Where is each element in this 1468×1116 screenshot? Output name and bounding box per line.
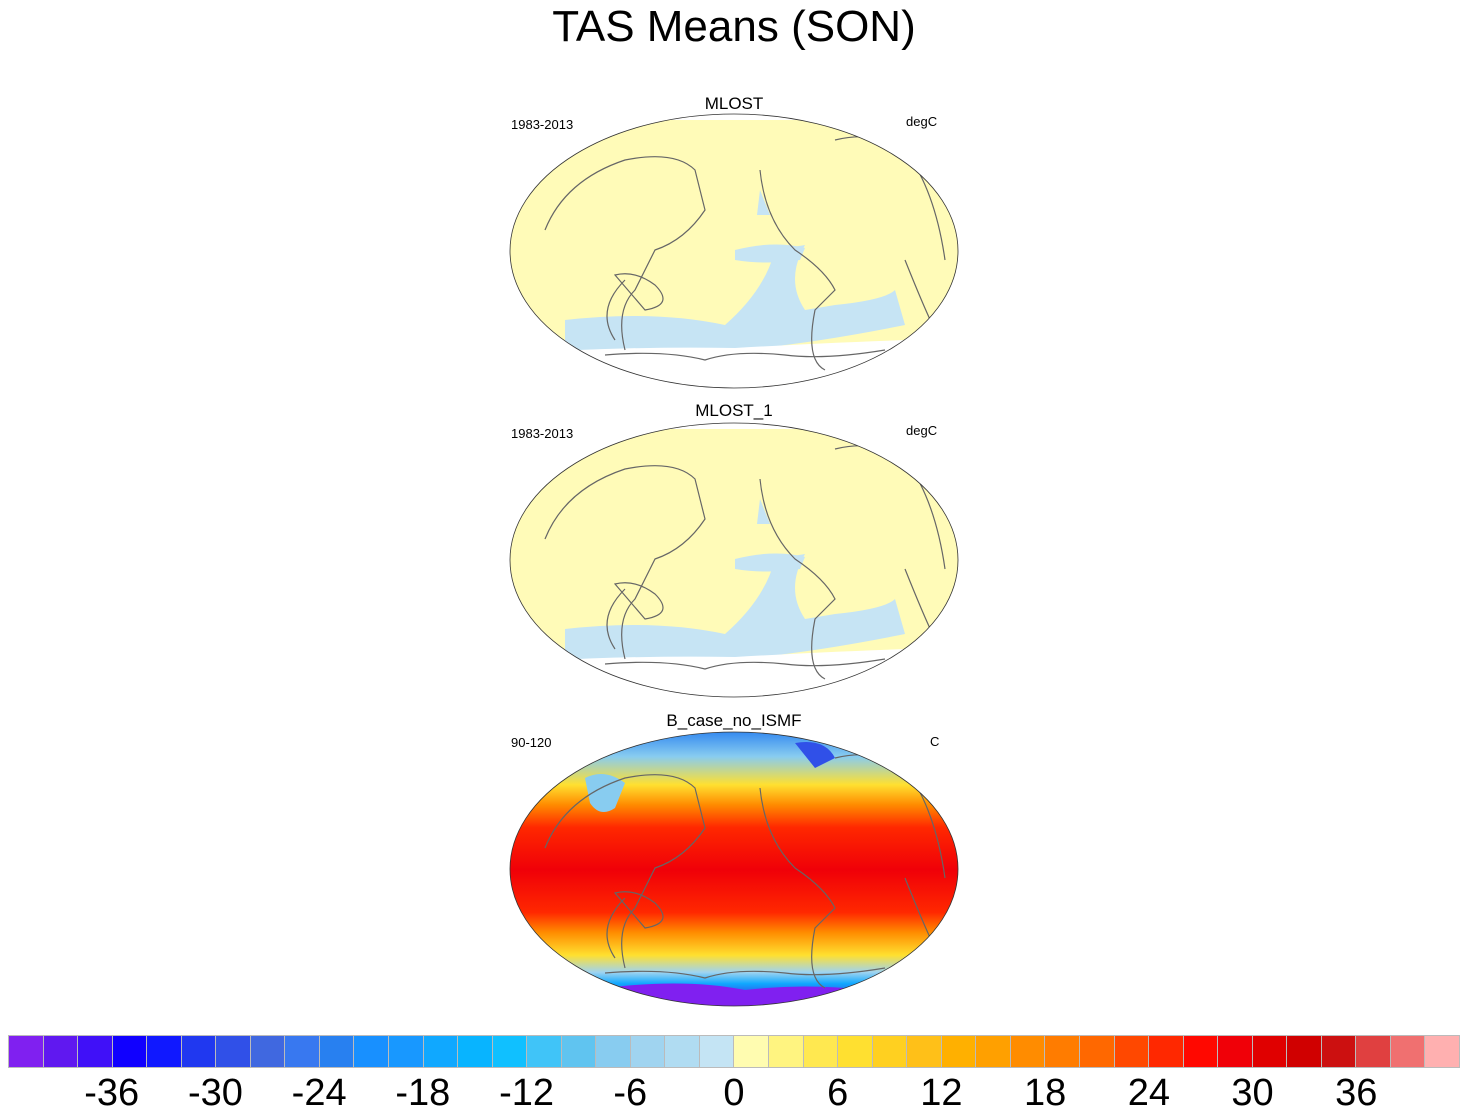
map-plot <box>509 113 959 389</box>
colorbar-labels: -36 -30 -24 -18 -12 -6 0 6 12 18 24 30 36 <box>0 1072 1468 1116</box>
colorbar-box <box>1183 1036 1219 1067</box>
anomaly-region <box>757 190 770 215</box>
colorbar-tick-label: -30 <box>187 1072 243 1114</box>
colorbar-box <box>1252 1036 1288 1067</box>
colorbar-box <box>561 1036 597 1067</box>
colorbar-box <box>596 1036 631 1067</box>
map-border <box>509 113 959 389</box>
colorbar-box <box>492 1036 528 1067</box>
colorbar-box <box>872 1036 908 1067</box>
colorbar-box <box>941 1036 977 1067</box>
colorbar-tick-label: 0 <box>723 1072 745 1114</box>
panel-period: 1983-2013 <box>511 117 574 132</box>
colorbar-box <box>147 1036 182 1067</box>
colorbar-box <box>803 1036 839 1067</box>
colorbar-tick-label: -24 <box>291 1072 347 1114</box>
cold-region <box>585 774 625 812</box>
colorbar-box <box>1390 1036 1426 1067</box>
map-plot <box>509 731 959 1007</box>
colorbar-box <box>976 1036 1011 1067</box>
colorbar-box <box>838 1036 873 1067</box>
colorbar-box <box>527 1036 562 1067</box>
anomaly-region <box>735 553 805 572</box>
colorbar <box>8 1035 1460 1068</box>
panel-title: MLOST <box>704 94 764 113</box>
polar-nodata <box>510 114 958 120</box>
colorbar-tick-label: 6 <box>827 1072 849 1114</box>
colorbar-box <box>112 1036 148 1067</box>
colorbar-tick-label: 24 <box>1127 1072 1170 1114</box>
colorbar-box <box>1149 1036 1184 1067</box>
panel-title: MLOST_1 <box>695 401 773 420</box>
colorbar-box <box>630 1036 666 1067</box>
colorbar-box <box>907 1036 942 1067</box>
colorbar-box <box>1425 1036 1459 1067</box>
colorbar-tick-label: -6 <box>613 1072 648 1114</box>
map-plot <box>509 422 959 698</box>
colorbar-box <box>1010 1036 1046 1067</box>
colorbar-tick-label: -12 <box>499 1072 555 1114</box>
anomaly-region <box>757 499 770 524</box>
colorbar-box <box>458 1036 493 1067</box>
colorbar-box <box>769 1036 804 1067</box>
map-border <box>509 422 959 698</box>
panel-period: 1983-2013 <box>511 426 574 441</box>
colorbar-box <box>78 1036 113 1067</box>
colorbar-box <box>319 1036 355 1067</box>
colorbar-tick-label: 12 <box>920 1072 963 1114</box>
colorbar-tick-label: 36 <box>1335 1072 1378 1114</box>
polar-nodata <box>510 423 958 429</box>
colorbar-box <box>285 1036 320 1067</box>
anomaly-region <box>565 554 905 662</box>
colorbar-box <box>1218 1036 1253 1067</box>
anomaly-region <box>735 244 805 263</box>
panel-units: C <box>930 734 940 749</box>
colorbar-box <box>43 1036 79 1067</box>
panel-units: degC <box>906 114 938 129</box>
colorbar-tick-label: -36 <box>84 1072 140 1114</box>
panel-units: degC <box>906 423 938 438</box>
colorbar-box <box>216 1036 251 1067</box>
colorbar-box <box>1356 1036 1391 1067</box>
colorbar-box <box>250 1036 286 1067</box>
colorbar-tick-label: 18 <box>1024 1072 1067 1114</box>
colorbar-tick-label: 30 <box>1231 1072 1274 1114</box>
colorbar-box <box>354 1036 390 1067</box>
panel-title: B_case_no_ISMF <box>666 711 802 730</box>
colorbar-tick-label: -18 <box>395 1072 451 1114</box>
colorbar-box <box>389 1036 424 1067</box>
colorbar-box <box>9 1036 44 1067</box>
figure-title: TAS Means (SON) <box>552 2 916 51</box>
colorbar-box <box>734 1036 770 1067</box>
colorbar-box <box>1045 1036 1080 1067</box>
colorbar-box <box>181 1036 217 1067</box>
cold-region <box>795 742 835 768</box>
colorbar-box <box>1321 1036 1357 1067</box>
colorbar-box <box>1114 1036 1150 1067</box>
colorbar-box <box>665 1036 700 1067</box>
panel-period: 90-120 <box>511 735 552 750</box>
colorbar-box <box>1287 1036 1322 1067</box>
anomaly-region <box>565 245 905 353</box>
colorbar-box <box>699 1036 735 1067</box>
colorbar-box <box>423 1036 459 1067</box>
map-fill <box>510 732 958 1006</box>
map-border <box>509 731 959 1007</box>
colorbar-box <box>1079 1036 1115 1067</box>
